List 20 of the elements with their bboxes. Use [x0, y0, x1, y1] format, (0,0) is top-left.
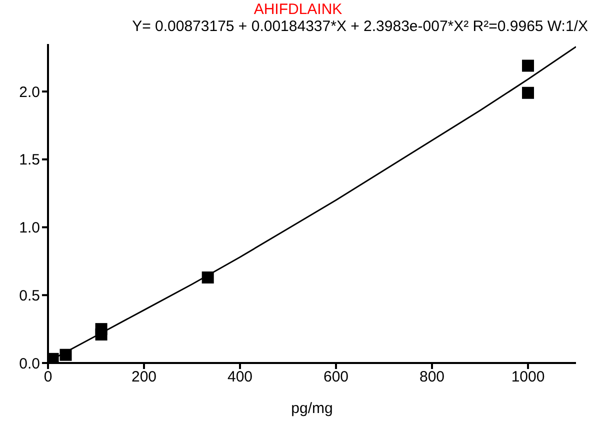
y-tick-label: 1.0	[19, 220, 40, 237]
x-axis-title: pg/mg	[291, 400, 333, 417]
point	[522, 86, 534, 99]
x-tick-label: 1000	[511, 368, 545, 386]
x-tick-label: 800	[419, 368, 445, 386]
y-tick-label: 0.5	[19, 287, 40, 304]
x-tick-label: 400	[227, 368, 253, 386]
point	[60, 348, 72, 361]
point	[202, 271, 214, 284]
point	[522, 60, 534, 72]
y-tick-label: 1.5	[19, 152, 40, 169]
chart-subtitle: Y= 0.00873175 + 0.00184337*X + 2.3983e-007*X² R²=0.9965 W:1/X	[131, 18, 588, 36]
x-tick-label: 200	[131, 368, 157, 386]
y-tick-label: 2.0	[19, 84, 40, 101]
x-tick-label: 600	[323, 368, 349, 386]
point	[48, 352, 59, 363]
point	[95, 323, 108, 336]
chart-title: AHIFDLAINK	[252, 1, 344, 18]
y-tick-label: 0.0	[19, 355, 40, 372]
x-tick-label: 0	[44, 368, 52, 386]
